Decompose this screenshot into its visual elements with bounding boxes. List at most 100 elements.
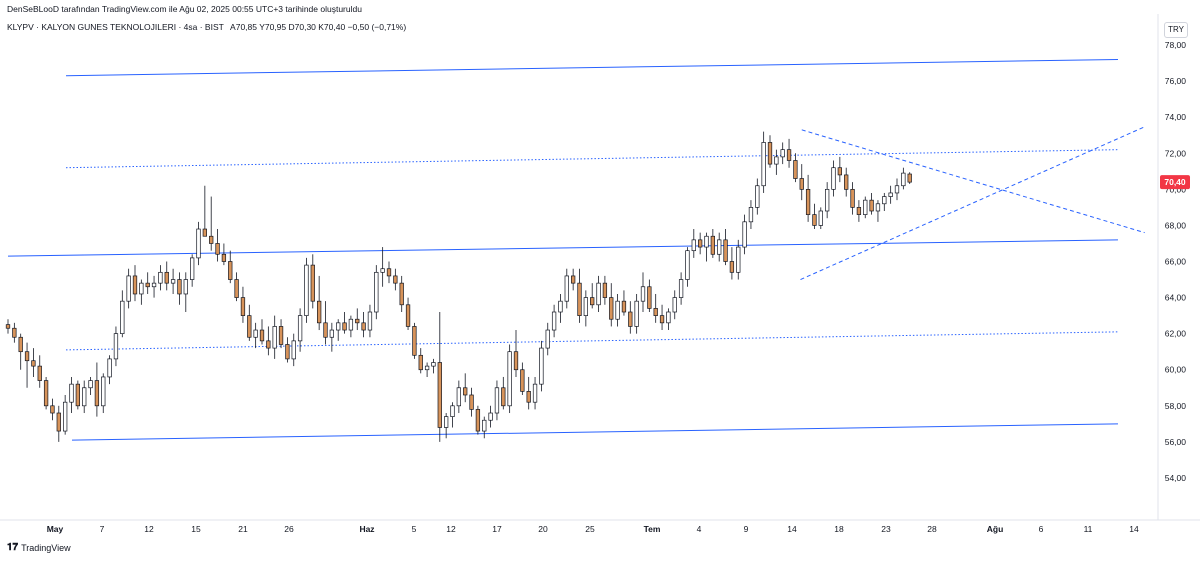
candle xyxy=(488,405,493,428)
candle xyxy=(31,348,36,377)
candle xyxy=(132,265,138,302)
candle xyxy=(634,293,639,334)
candle xyxy=(494,380,500,421)
candle xyxy=(780,142,785,165)
candle xyxy=(793,153,798,183)
candle xyxy=(653,293,658,323)
candle xyxy=(774,149,779,175)
x-tick-label: 6 xyxy=(1039,524,1044,534)
candle xyxy=(386,261,392,284)
candle xyxy=(786,138,792,168)
candle xyxy=(5,319,11,334)
y-tick-label: 62,00 xyxy=(1165,329,1187,339)
candle xyxy=(431,358,436,374)
candle xyxy=(240,286,246,323)
candle xyxy=(266,326,271,356)
candle xyxy=(412,322,417,359)
currency-button[interactable]: TRY xyxy=(1164,22,1188,38)
candle xyxy=(755,178,760,215)
x-tick-label: Ağu xyxy=(987,524,1004,534)
trend-line-dotted xyxy=(65,331,1118,351)
candle xyxy=(545,322,550,356)
candle xyxy=(297,308,303,352)
candle xyxy=(736,239,741,280)
tradingview-brand[interactable]: 𝟏𝟕 TradingView xyxy=(7,542,71,553)
candle xyxy=(615,293,620,327)
candle xyxy=(209,196,214,251)
candle xyxy=(799,164,804,201)
candle xyxy=(450,402,455,428)
candle xyxy=(94,362,100,417)
candle xyxy=(723,229,728,266)
candle xyxy=(228,250,233,284)
x-tick-label: 17 xyxy=(492,524,502,534)
candle xyxy=(691,229,696,258)
candle xyxy=(424,362,430,377)
candle xyxy=(837,156,842,183)
candle xyxy=(831,160,836,197)
symbol-title[interactable]: KLYPV · KALYON GUNES TEKNOLOJILERI · 4sa… xyxy=(7,22,224,32)
candle xyxy=(463,373,468,403)
candle xyxy=(367,304,373,338)
candle xyxy=(805,174,811,222)
candle xyxy=(882,192,887,211)
x-tick-label: 26 xyxy=(284,524,294,534)
x-tick-label: 5 xyxy=(412,524,417,534)
candle xyxy=(361,312,366,338)
candle xyxy=(888,185,893,204)
last-price-badge: 70,40 xyxy=(1160,175,1190,190)
chart-credit: DenSeBLooD tarafından TradingView.com il… xyxy=(7,4,362,14)
candle xyxy=(113,326,119,367)
x-tick-label: 4 xyxy=(697,524,702,534)
candle xyxy=(18,333,23,370)
candle xyxy=(393,268,398,291)
candle xyxy=(101,373,106,414)
trend-line-dashed xyxy=(801,129,1145,234)
candle xyxy=(380,247,385,287)
symbol-legend: KLYPV · KALYON GUNES TEKNOLOJILERI · 4sa… xyxy=(7,22,406,32)
candle xyxy=(272,315,277,359)
candle xyxy=(405,297,411,331)
candle xyxy=(183,272,188,313)
candle xyxy=(856,200,862,222)
candle xyxy=(717,232,722,262)
candle xyxy=(444,413,449,439)
candle xyxy=(894,178,900,201)
candle xyxy=(621,290,627,316)
x-tick-label: 12 xyxy=(446,524,456,534)
candle xyxy=(247,304,252,341)
candle xyxy=(482,416,487,439)
candle xyxy=(304,257,309,323)
candle xyxy=(234,272,239,302)
x-tick-label: 14 xyxy=(787,524,797,534)
candle xyxy=(317,275,322,331)
candle xyxy=(850,182,855,215)
candle xyxy=(818,207,823,230)
trend-line-solid xyxy=(7,239,1118,257)
candle xyxy=(336,319,341,341)
candle xyxy=(863,196,868,219)
candle xyxy=(285,337,290,363)
y-tick-label: 66,00 xyxy=(1165,257,1187,267)
candle xyxy=(69,376,74,414)
candle xyxy=(437,312,442,442)
y-tick-label: 54,00 xyxy=(1165,473,1187,483)
candle xyxy=(348,315,354,338)
candle xyxy=(901,167,906,190)
candle xyxy=(907,172,912,184)
x-tick-label: 25 xyxy=(585,524,595,534)
candle xyxy=(558,293,563,323)
candle xyxy=(158,265,163,291)
candle xyxy=(659,304,665,331)
candle xyxy=(355,308,360,331)
candle xyxy=(177,272,182,305)
y-tick-label: 68,00 xyxy=(1165,220,1187,230)
candle xyxy=(507,344,512,414)
candle xyxy=(43,376,49,410)
candle xyxy=(532,376,538,410)
candles xyxy=(5,131,912,442)
candle xyxy=(570,268,576,291)
y-tick-label: 58,00 xyxy=(1165,401,1187,411)
candle xyxy=(748,200,754,230)
